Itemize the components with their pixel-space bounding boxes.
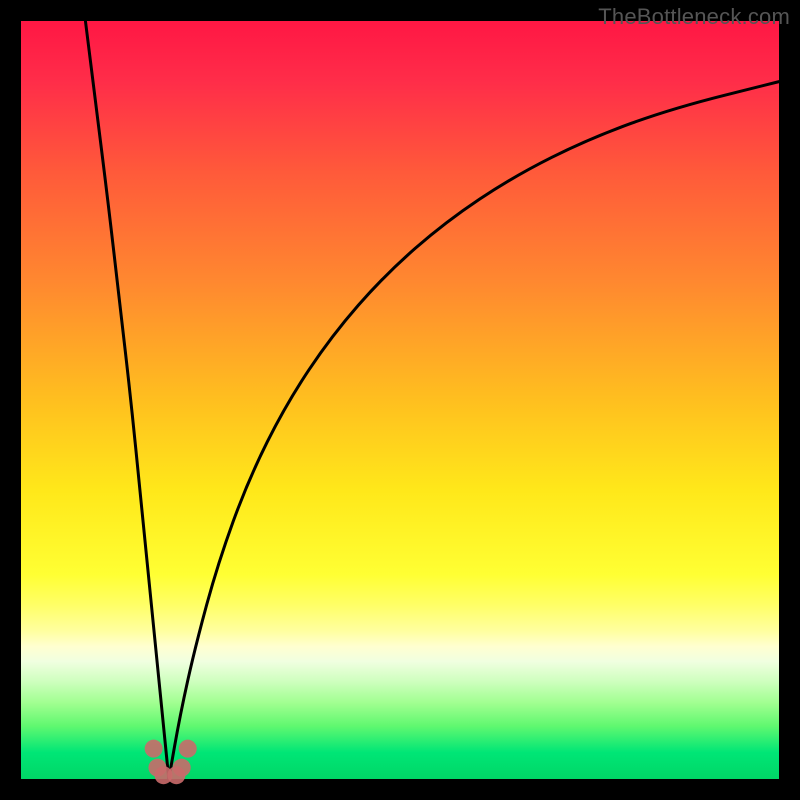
watermark-text: TheBottleneck.com [598, 4, 790, 30]
bottleneck-chart-container: TheBottleneck.com [0, 0, 800, 800]
bottleneck-chart [0, 0, 800, 800]
